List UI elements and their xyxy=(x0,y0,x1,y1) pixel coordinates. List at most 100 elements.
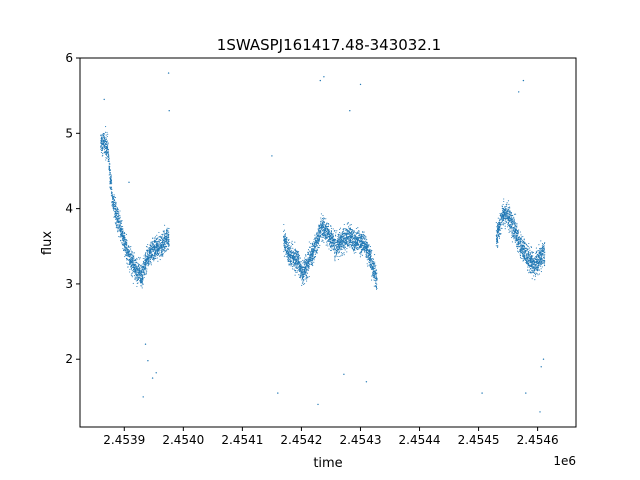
data-point xyxy=(107,150,109,152)
data-point xyxy=(314,249,316,251)
data-point xyxy=(164,236,166,239)
data-point xyxy=(364,250,366,252)
data-point xyxy=(322,220,324,222)
data-point xyxy=(366,241,368,243)
data-point xyxy=(317,233,319,235)
data-point xyxy=(122,228,124,230)
data-point xyxy=(294,270,296,272)
data-point xyxy=(362,242,364,245)
data-point xyxy=(534,279,536,281)
data-point xyxy=(121,236,123,238)
data-point xyxy=(510,212,512,214)
data-point xyxy=(107,142,109,144)
data-point xyxy=(329,246,331,248)
data-point xyxy=(535,264,537,266)
data-point xyxy=(108,174,110,176)
data-point xyxy=(121,238,123,240)
data-point xyxy=(106,146,108,149)
data-point xyxy=(142,270,144,272)
data-point xyxy=(125,254,127,256)
data-point xyxy=(156,254,158,256)
data-point xyxy=(354,245,356,247)
data-point xyxy=(357,227,359,229)
data-point xyxy=(526,262,529,264)
data-point xyxy=(140,282,142,284)
data-point xyxy=(328,244,330,246)
data-point xyxy=(143,263,145,265)
data-point xyxy=(326,223,328,225)
data-point xyxy=(525,260,528,262)
data-point xyxy=(327,240,329,242)
data-point xyxy=(302,271,305,273)
data-point xyxy=(120,226,122,228)
data-point xyxy=(312,265,314,267)
data-point xyxy=(312,253,314,255)
data-point xyxy=(367,256,369,258)
data-point xyxy=(134,272,136,274)
data-point xyxy=(290,256,292,258)
data-point xyxy=(312,246,314,248)
data-point xyxy=(288,254,291,256)
data-point xyxy=(131,264,133,266)
data-point xyxy=(501,227,503,229)
data-point xyxy=(322,240,324,242)
data-point xyxy=(167,235,170,237)
data-point xyxy=(126,252,128,254)
data-point xyxy=(505,218,507,221)
data-point xyxy=(543,247,545,249)
data-point xyxy=(126,246,128,248)
data-point xyxy=(299,277,302,279)
data-point xyxy=(337,248,339,250)
data-point xyxy=(323,217,325,219)
data-point xyxy=(320,213,322,215)
data-point xyxy=(294,248,296,250)
data-point xyxy=(348,237,350,239)
data-point xyxy=(119,224,121,226)
data-point xyxy=(288,245,290,247)
data-point xyxy=(144,273,146,275)
data-point xyxy=(295,249,297,252)
data-point xyxy=(360,249,362,251)
data-point xyxy=(524,255,526,257)
data-point xyxy=(150,247,152,249)
data-point xyxy=(343,254,345,256)
data-point xyxy=(288,253,290,255)
data-point xyxy=(333,245,335,247)
data-point xyxy=(156,249,159,251)
data-point xyxy=(373,267,375,269)
data-point xyxy=(307,277,309,279)
data-point xyxy=(513,216,515,218)
data-point xyxy=(495,245,497,247)
data-point xyxy=(376,283,378,285)
data-point xyxy=(535,247,537,249)
data-point xyxy=(129,255,131,257)
data-point xyxy=(135,277,137,279)
data-point xyxy=(339,228,341,231)
data-point xyxy=(115,215,117,218)
data-point xyxy=(327,236,329,238)
data-point xyxy=(154,247,156,249)
data-point xyxy=(118,212,120,214)
data-point xyxy=(532,259,534,261)
data-point xyxy=(325,226,327,228)
data-point xyxy=(358,230,360,232)
data-point xyxy=(143,266,145,268)
data-point xyxy=(535,258,537,260)
data-point xyxy=(161,237,163,239)
data-point xyxy=(311,260,314,262)
data-point xyxy=(116,225,118,227)
data-point xyxy=(295,267,297,269)
data-point xyxy=(501,221,503,223)
data-point xyxy=(120,232,122,234)
data-point xyxy=(283,230,285,232)
data-point xyxy=(164,230,166,232)
data-point xyxy=(289,258,291,260)
data-point xyxy=(294,263,296,265)
data-point xyxy=(285,253,287,255)
data-point xyxy=(534,269,536,271)
data-point xyxy=(354,232,356,234)
data-point xyxy=(286,250,288,253)
data-point xyxy=(314,242,316,244)
data-point xyxy=(369,259,371,261)
data-point xyxy=(150,255,152,257)
